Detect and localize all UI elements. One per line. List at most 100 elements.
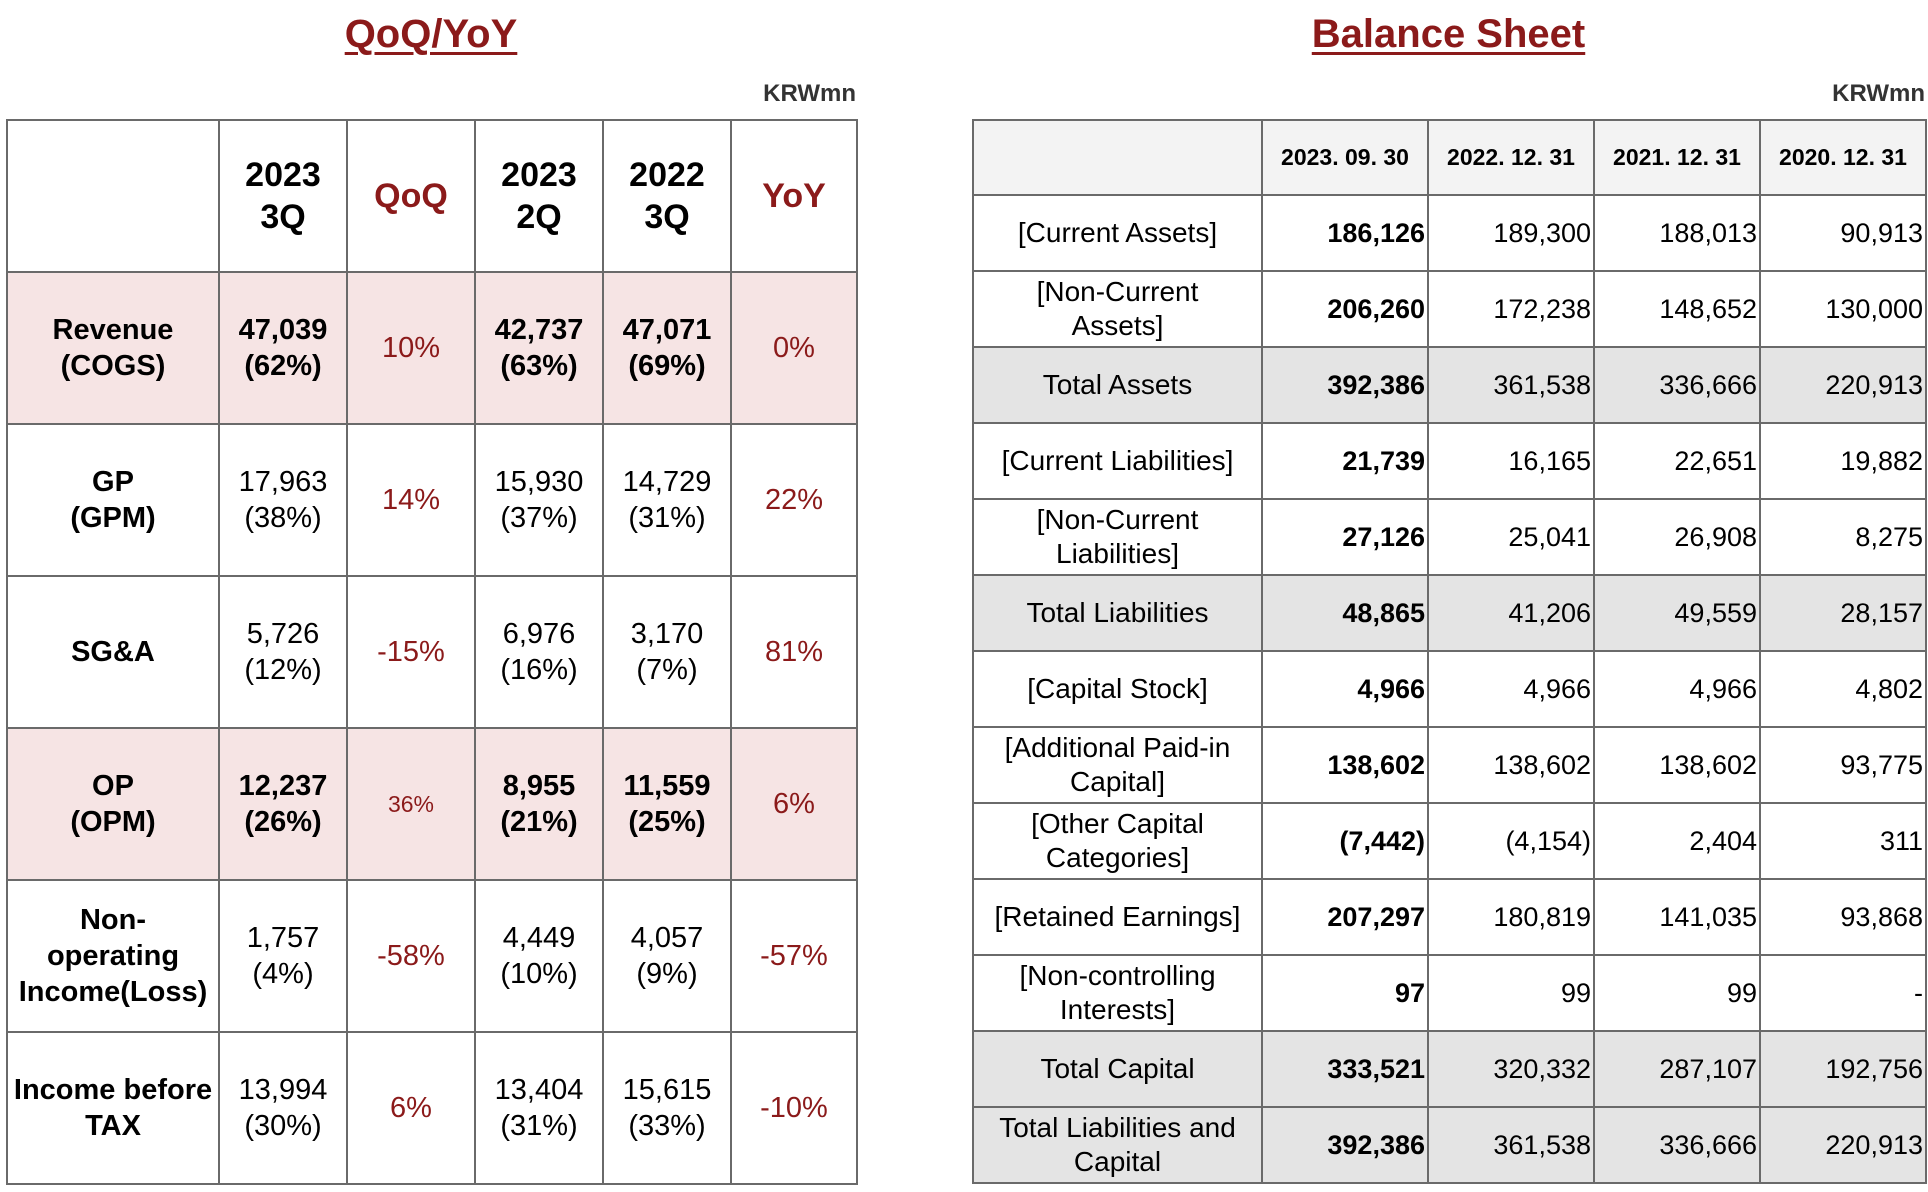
cell-2022-3q: 15,615 (33%) bbox=[602, 1031, 732, 1185]
value-cell: 90,913 bbox=[1759, 194, 1927, 272]
qoq-header-qoq: QoQ bbox=[346, 119, 476, 273]
value-cell: 26,908 bbox=[1593, 498, 1761, 576]
balance-row: [Non-Current Assets] 206,260 172,238 148,652… bbox=[972, 270, 1927, 348]
cell-2023-3q: 5,726 (12%) bbox=[218, 575, 348, 729]
value-cell: 93,775 bbox=[1759, 726, 1927, 804]
value-cell: 320,332 bbox=[1427, 1030, 1595, 1108]
balance-header-row: 2023. 09. 30 2022. 12. 31 2021. 12. 31 2… bbox=[972, 119, 1927, 196]
qoq-row-income-before-tax: Income before TAX 13,994 (30%) 6% 13,404 (3… bbox=[6, 1031, 858, 1185]
cell-2022-3q: 11,559 (25%) bbox=[602, 727, 732, 881]
value-cell: 97 bbox=[1261, 954, 1429, 1032]
value-cell: 138,602 bbox=[1427, 726, 1595, 804]
qoq-header-2022-3q: 2022 3Q bbox=[602, 119, 732, 273]
cell-2022-3q: 14,729 (31%) bbox=[602, 423, 732, 577]
row-label: [Current Liabilities] bbox=[972, 422, 1263, 500]
value-cell: - bbox=[1759, 954, 1927, 1032]
value-cell: 2,404 bbox=[1593, 802, 1761, 880]
cell-yoy: -10% bbox=[730, 1031, 858, 1185]
value-cell: 130,000 bbox=[1759, 270, 1927, 348]
balance-row: [Capital Stock] 4,966 4,966 4,966 4,802 bbox=[972, 650, 1927, 728]
value-cell: 186,126 bbox=[1261, 194, 1429, 272]
cell-qoq: 10% bbox=[346, 271, 476, 425]
value-cell: 22,651 bbox=[1593, 422, 1761, 500]
value-cell: 392,386 bbox=[1261, 1106, 1429, 1184]
cell-yoy: -57% bbox=[730, 879, 858, 1033]
row-label: [Retained Earnings] bbox=[972, 878, 1263, 956]
row-label: [Additional Paid-in Capital] bbox=[972, 726, 1263, 804]
cell-2023-3q: 1,757 (4%) bbox=[218, 879, 348, 1033]
value-cell: 25,041 bbox=[1427, 498, 1595, 576]
value-cell: 16,165 bbox=[1427, 422, 1595, 500]
value-cell: 48,865 bbox=[1261, 574, 1429, 652]
value-cell: 4,966 bbox=[1593, 650, 1761, 728]
value-cell: 4,802 bbox=[1759, 650, 1927, 728]
value-cell: 336,666 bbox=[1593, 1106, 1761, 1184]
value-cell: 206,260 bbox=[1261, 270, 1429, 348]
cell-2023-3q: 13,994 (30%) bbox=[218, 1031, 348, 1185]
cell-qoq: 36% bbox=[346, 727, 476, 881]
value-cell: 28,157 bbox=[1759, 574, 1927, 652]
balance-row: [Non-Current Liabilities] 27,126 25,041 26,9… bbox=[972, 498, 1927, 576]
value-cell: 180,819 bbox=[1427, 878, 1595, 956]
cell-2023-3q: 12,237 (26%) bbox=[218, 727, 348, 881]
value-cell: 138,602 bbox=[1593, 726, 1761, 804]
balance-row: [Additional Paid-in Capital] 138,602 138,60… bbox=[972, 726, 1927, 804]
value-cell: 41,206 bbox=[1427, 574, 1595, 652]
value-cell: 99 bbox=[1427, 954, 1595, 1032]
value-cell: 192,756 bbox=[1759, 1030, 1927, 1108]
cell-yoy: 22% bbox=[730, 423, 858, 577]
qoq-row-op: OP (OPM) 12,237 (26%) 36% 8,955 (21%) 11,55… bbox=[6, 727, 858, 881]
cell-2022-3q: 4,057 (9%) bbox=[602, 879, 732, 1033]
value-cell: 220,913 bbox=[1759, 1106, 1927, 1184]
qoq-row-revenue: Revenue (COGS) 47,039 (62%) 10% 42,737 (63%… bbox=[6, 271, 858, 425]
cell-2023-2q: 8,955 (21%) bbox=[474, 727, 604, 881]
balance-row: Total Assets 392,386 361,538 336,666 220,913 bbox=[972, 346, 1927, 424]
value-cell: 189,300 bbox=[1427, 194, 1595, 272]
value-cell: 93,868 bbox=[1759, 878, 1927, 956]
cell-2023-2q: 15,930 (37%) bbox=[474, 423, 604, 577]
value-cell: 148,652 bbox=[1593, 270, 1761, 348]
row-label: GP (GPM) bbox=[6, 423, 220, 577]
value-cell: 333,521 bbox=[1261, 1030, 1429, 1108]
balance-header-2020-12-31: 2020. 12. 31 bbox=[1759, 119, 1927, 196]
value-cell: 172,238 bbox=[1427, 270, 1595, 348]
balance-row: Total Liabilities and Capital 392,386 361,5… bbox=[972, 1106, 1927, 1184]
balance-row: Total Liabilities 48,865 41,206 49,559 28,15… bbox=[972, 574, 1927, 652]
row-label: Total Liabilities and Capital bbox=[972, 1106, 1263, 1184]
value-cell: 21,739 bbox=[1261, 422, 1429, 500]
qoq-unit-label: KRWmn bbox=[763, 80, 856, 107]
value-cell: 336,666 bbox=[1593, 346, 1761, 424]
cell-2023-2q: 6,976 (16%) bbox=[474, 575, 604, 729]
row-label: [Non-Current Liabilities] bbox=[972, 498, 1263, 576]
qoq-header-empty bbox=[6, 119, 220, 273]
row-label: [Non-controlling Interests] bbox=[972, 954, 1263, 1032]
value-cell: 141,035 bbox=[1593, 878, 1761, 956]
value-cell: 188,013 bbox=[1593, 194, 1761, 272]
balance-row: Total Capital 333,521 320,332 287,107 192,75… bbox=[972, 1030, 1927, 1108]
value-cell: 220,913 bbox=[1759, 346, 1927, 424]
value-cell: 8,275 bbox=[1759, 498, 1927, 576]
cell-2023-2q: 4,449 (10%) bbox=[474, 879, 604, 1033]
cell-2023-2q: 42,737 (63%) bbox=[474, 271, 604, 425]
cell-qoq: 6% bbox=[346, 1031, 476, 1185]
balance-header-empty bbox=[972, 119, 1263, 196]
qoq-row-gp: GP (GPM) 17,963 (38%) 14% 15,930 (37%) 14,7… bbox=[6, 423, 858, 577]
row-label: Total Liabilities bbox=[972, 574, 1263, 652]
value-cell: 4,966 bbox=[1427, 650, 1595, 728]
cell-yoy: 81% bbox=[730, 575, 858, 729]
row-label: [Capital Stock] bbox=[972, 650, 1263, 728]
cell-qoq: 14% bbox=[346, 423, 476, 577]
qoq-row-non-operating: Non-operating Income(Loss) 1,757 (4%) -58%… bbox=[6, 879, 858, 1033]
cell-yoy: 6% bbox=[730, 727, 858, 881]
cell-yoy: 0% bbox=[730, 271, 858, 425]
value-cell: 207,297 bbox=[1261, 878, 1429, 956]
qoq-header-2023-2q: 2023 2Q bbox=[474, 119, 604, 273]
value-cell: (7,442) bbox=[1261, 802, 1429, 880]
balance-row: [Current Assets] 186,126 189,300 188,013 90,… bbox=[972, 194, 1927, 272]
qoq-table: 2023 3Q QoQ 2023 2Q 2022 3Q YoY Revenue (COG… bbox=[6, 119, 858, 1185]
value-cell: (4,154) bbox=[1427, 802, 1595, 880]
qoq-header-yoy: YoY bbox=[730, 119, 858, 273]
qoq-row-sga: SG&A 5,726 (12%) -15% 6,976 (16%) 3,170 (7%… bbox=[6, 575, 858, 729]
row-label: Income before TAX bbox=[6, 1031, 220, 1185]
row-label: OP (OPM) bbox=[6, 727, 220, 881]
